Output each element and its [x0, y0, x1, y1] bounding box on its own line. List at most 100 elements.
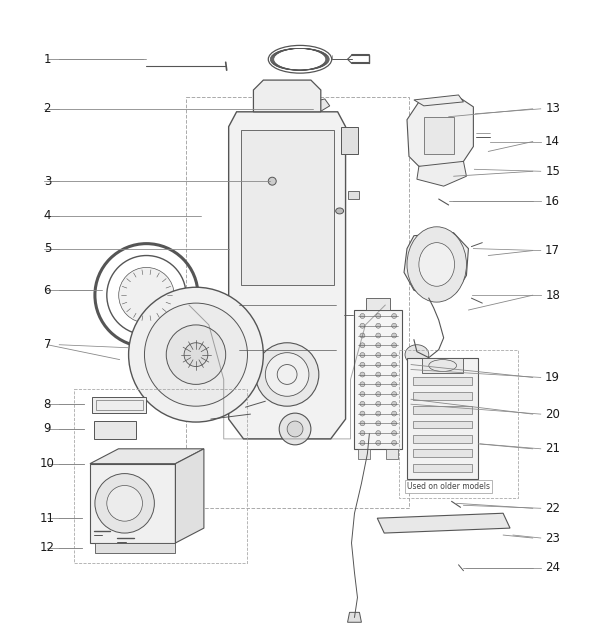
Bar: [341, 127, 358, 154]
Ellipse shape: [360, 411, 365, 416]
Ellipse shape: [376, 372, 381, 377]
Polygon shape: [241, 130, 334, 285]
Bar: [413, 377, 472, 386]
Bar: [399, 350, 518, 498]
Polygon shape: [90, 449, 204, 464]
Bar: [407, 358, 478, 479]
Ellipse shape: [256, 343, 319, 406]
Ellipse shape: [360, 353, 365, 357]
Ellipse shape: [335, 208, 344, 214]
Ellipse shape: [392, 421, 397, 426]
Ellipse shape: [376, 362, 381, 367]
Ellipse shape: [376, 343, 381, 348]
Text: 1: 1: [44, 53, 51, 66]
Text: 18: 18: [545, 289, 560, 302]
Ellipse shape: [360, 362, 365, 367]
Ellipse shape: [392, 372, 397, 377]
Ellipse shape: [360, 431, 365, 435]
Text: 22: 22: [545, 501, 560, 515]
Text: 19: 19: [545, 371, 560, 384]
Ellipse shape: [392, 382, 397, 387]
Ellipse shape: [392, 431, 397, 435]
Ellipse shape: [360, 401, 365, 406]
Ellipse shape: [268, 177, 276, 185]
Ellipse shape: [376, 353, 381, 357]
Bar: [94, 421, 136, 439]
Text: 12: 12: [40, 541, 55, 554]
Text: 3: 3: [44, 175, 51, 188]
Bar: [74, 389, 247, 563]
Ellipse shape: [360, 314, 365, 319]
Ellipse shape: [392, 333, 397, 338]
Ellipse shape: [376, 401, 381, 406]
Bar: [186, 97, 409, 508]
Bar: [413, 449, 472, 457]
Ellipse shape: [128, 287, 263, 422]
Ellipse shape: [376, 392, 381, 396]
Ellipse shape: [360, 421, 365, 426]
Text: 4: 4: [44, 209, 51, 222]
Ellipse shape: [405, 345, 429, 365]
Ellipse shape: [392, 392, 397, 396]
Ellipse shape: [376, 431, 381, 435]
Text: 5: 5: [44, 242, 51, 255]
Polygon shape: [253, 80, 321, 112]
Text: 20: 20: [545, 408, 560, 421]
Ellipse shape: [107, 486, 142, 521]
Ellipse shape: [376, 382, 381, 387]
Text: 16: 16: [545, 195, 560, 207]
Polygon shape: [377, 513, 510, 533]
Text: 24: 24: [545, 561, 560, 575]
Ellipse shape: [376, 421, 381, 426]
Text: 13: 13: [545, 102, 560, 115]
Ellipse shape: [166, 325, 226, 384]
Ellipse shape: [392, 314, 397, 319]
Ellipse shape: [360, 392, 365, 396]
Ellipse shape: [376, 314, 381, 319]
Text: 6: 6: [44, 284, 51, 297]
Ellipse shape: [360, 323, 365, 328]
Ellipse shape: [145, 303, 247, 406]
Polygon shape: [347, 612, 361, 622]
Polygon shape: [175, 449, 204, 543]
Bar: [413, 464, 472, 472]
Text: 21: 21: [545, 442, 560, 455]
Text: 23: 23: [545, 532, 560, 544]
Ellipse shape: [360, 333, 365, 338]
Polygon shape: [229, 112, 346, 439]
Text: 17: 17: [545, 244, 560, 257]
Polygon shape: [313, 99, 330, 112]
Bar: [355, 310, 402, 449]
Ellipse shape: [360, 440, 365, 445]
Polygon shape: [404, 232, 469, 298]
Text: 2: 2: [44, 102, 51, 115]
Ellipse shape: [392, 343, 397, 348]
Text: 10: 10: [40, 457, 55, 470]
Ellipse shape: [376, 411, 381, 416]
Ellipse shape: [360, 382, 365, 387]
Bar: [413, 406, 472, 414]
Ellipse shape: [419, 243, 455, 286]
Text: Used on older models: Used on older models: [407, 482, 490, 491]
Ellipse shape: [376, 333, 381, 338]
Polygon shape: [414, 95, 463, 106]
Bar: [413, 392, 472, 400]
Bar: [424, 117, 454, 154]
Ellipse shape: [376, 323, 381, 328]
Ellipse shape: [407, 227, 466, 302]
Polygon shape: [417, 161, 466, 186]
Bar: [386, 449, 398, 459]
Bar: [413, 435, 472, 443]
Ellipse shape: [360, 343, 365, 348]
Ellipse shape: [392, 411, 397, 416]
Ellipse shape: [360, 372, 365, 377]
Text: 14: 14: [545, 135, 560, 148]
Text: 7: 7: [44, 338, 51, 352]
Ellipse shape: [184, 343, 208, 367]
Ellipse shape: [376, 440, 381, 445]
Bar: [413, 421, 472, 428]
Text: 15: 15: [545, 165, 560, 178]
Text: 8: 8: [44, 398, 51, 411]
Text: 11: 11: [40, 512, 55, 525]
Text: 9: 9: [44, 423, 51, 435]
